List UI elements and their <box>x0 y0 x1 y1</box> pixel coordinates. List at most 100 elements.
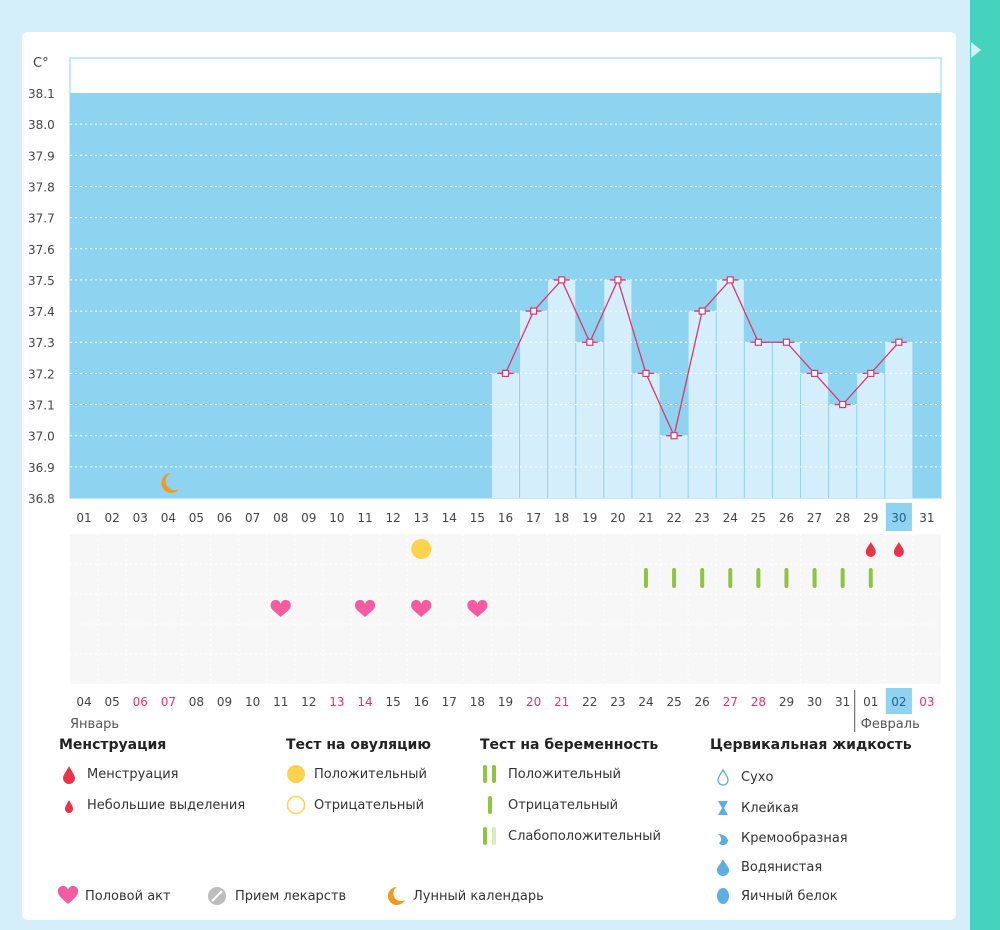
y-tick-label: 37.5 <box>28 274 55 288</box>
heart-icon <box>411 599 432 617</box>
legend-cervical-dry-item: Сухо <box>713 767 773 787</box>
temperature-bar <box>716 279 744 498</box>
pregnancy-negative-icon <box>756 568 761 588</box>
cycle-day-label: 06 <box>217 511 232 525</box>
cycle-day-label: 02 <box>105 511 120 525</box>
pregnancy-negative-icon <box>672 568 677 588</box>
temperature-point <box>810 369 819 377</box>
temperature-point <box>586 338 594 346</box>
temperature-point <box>642 369 650 377</box>
temperature-point <box>867 369 875 377</box>
date-label: 01 <box>863 695 878 709</box>
temperature-point <box>501 369 510 377</box>
date-label: 31 <box>835 695 850 709</box>
legend-pregnancy-weak-label: Слабоположительный <box>508 828 661 844</box>
date-label: 08 <box>189 695 204 709</box>
y-tick-label: 37.3 <box>28 336 55 350</box>
temperature-bar <box>576 342 604 498</box>
spotting-drop-icon <box>893 542 904 557</box>
legend-pregnancy-positive-label: Положительный <box>508 766 621 782</box>
y-tick-label: 37.7 <box>28 212 55 226</box>
temperature-point <box>754 338 762 346</box>
date-label: 23 <box>610 695 625 709</box>
temperature-bar <box>885 342 913 498</box>
legend-ovulation-positive-label: Положительный <box>314 766 427 782</box>
date-label: 18 <box>470 695 485 709</box>
date-label: 15 <box>385 695 400 709</box>
temperature-point <box>558 276 566 284</box>
temperature-point <box>895 338 903 346</box>
side-panel-arrow-icon[interactable] <box>971 42 981 58</box>
temperature-bar <box>520 311 548 498</box>
legend-ovulation-title: Тест на овуляцию <box>286 737 431 753</box>
legend-cervical-dry-label: Сухо <box>741 769 774 785</box>
pregnancy-negative-icon <box>480 795 502 815</box>
bbt-chart: C° 36.8 36.9 37.0 37.1 37.2 37.3 37.4 37.5 37.6 37… <box>28 56 942 732</box>
date-label: 04 <box>76 695 91 709</box>
legend-medication-label: Прием лекарств <box>235 888 347 904</box>
ovulation-positive-icon <box>411 539 432 559</box>
pregnancy-negative-icon <box>868 568 873 588</box>
legend-pregnancy-negative-label: Отрицательный <box>508 797 619 813</box>
date-label: 02 <box>891 695 906 709</box>
temperature-bar <box>660 435 688 498</box>
month-label-next: Февраль <box>861 717 920 732</box>
date-label: 16 <box>414 695 429 709</box>
cycle-day-label: 18 <box>554 511 569 525</box>
legend-cervical-creamy-item: Кремообразная <box>713 828 848 848</box>
date-label: 13 <box>329 695 344 709</box>
cycle-day-label: 03 <box>133 511 148 525</box>
date-label: 30 <box>807 695 822 709</box>
legend-cervical-watery-item: Водянистая <box>713 857 822 877</box>
cycle-day-label: 19 <box>582 511 597 525</box>
y-tick-label: 37.4 <box>28 305 55 319</box>
pregnancy-weak-icon <box>480 826 502 846</box>
date-label: 07 <box>161 695 176 709</box>
cycle-day-label: 08 <box>273 511 288 525</box>
y-tick-label: 37.1 <box>28 399 55 413</box>
pregnancy-negative-icon <box>700 568 705 588</box>
cycle-day-label: 10 <box>329 511 344 525</box>
pregnancy-negative-icon <box>812 568 817 588</box>
legend-menstruation-item: Менструация <box>59 764 178 784</box>
cycle-day-label: 04 <box>161 511 176 525</box>
temperature-point <box>614 276 622 284</box>
legend-spotting-label: Небольшие выделения <box>87 797 246 813</box>
pregnancy-positive-icon <box>480 764 502 784</box>
cycle-day-label: 07 <box>245 511 260 525</box>
cycle-day-label: 14 <box>442 511 457 525</box>
sticky-hourglass-icon <box>713 798 735 818</box>
cycle-day-label: 12 <box>385 511 400 525</box>
cycle-day-label: 01 <box>76 511 91 525</box>
y-tick-label: 37.0 <box>28 430 55 444</box>
cycle-day-label: 26 <box>779 511 794 525</box>
cycle-day-label: 20 <box>610 511 625 525</box>
marker-rows-background <box>70 534 941 684</box>
legend-cervical-title: Цервикальная жидкость <box>710 737 912 753</box>
cycle-day-label: 11 <box>357 511 372 525</box>
date-label: 25 <box>666 695 681 709</box>
legend-cervical-eggwhite-item: Яичный белок <box>713 886 838 906</box>
legend-lunar-label: Лунный календарь <box>413 888 544 904</box>
dry-drop-icon <box>713 767 735 787</box>
heart-icon <box>467 599 488 617</box>
ovulation-positive-icon <box>286 764 308 784</box>
date-label: 03 <box>919 695 934 709</box>
pregnancy-negative-icon <box>840 568 845 588</box>
moon-icon <box>385 886 407 906</box>
cycle-day-label: 05 <box>189 511 204 525</box>
temperature-bar <box>772 342 801 498</box>
y-unit-label: C° <box>33 56 49 71</box>
legend-cervical-sticky-item: Клейкая <box>713 798 799 818</box>
y-tick-label: 37.6 <box>28 243 55 257</box>
legend-medication-item: Прием лекарств <box>207 886 346 906</box>
y-tick-label: 38.0 <box>28 118 55 132</box>
date-label: 22 <box>582 695 597 709</box>
month-label-start: Январь <box>70 717 119 732</box>
date-label: 11 <box>273 695 288 709</box>
legend-intercourse-label: Половой акт <box>85 888 171 904</box>
cycle-day-label: 28 <box>835 511 850 525</box>
y-tick-label: 36.9 <box>28 461 55 475</box>
date-label: 09 <box>217 695 232 709</box>
cycle-day-label: 16 <box>498 511 513 525</box>
